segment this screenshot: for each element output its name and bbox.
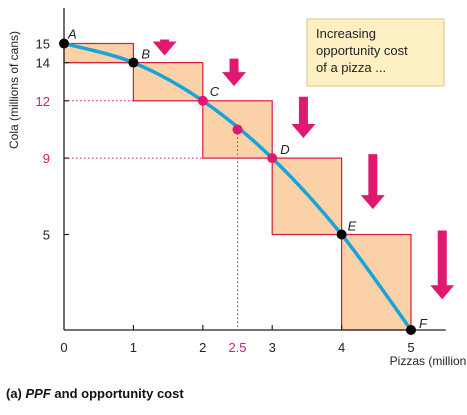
caption-italic: PPF (26, 386, 51, 401)
point-C (198, 96, 208, 106)
point-label-E: E (348, 219, 357, 234)
down-arrow-A-B (153, 40, 177, 56)
point-B (128, 58, 138, 68)
down-arrow-E-F (430, 231, 454, 300)
y-tick-14: 14 (36, 56, 50, 71)
arrow-shape (430, 231, 454, 300)
x-tick-2: 2 (199, 340, 206, 355)
point-F (406, 325, 416, 335)
annotation-line-3: of a pizza ... (316, 60, 386, 75)
point-midpoint (233, 124, 243, 134)
annotation-box: Increasing opportunity cost of a pizza .… (307, 19, 444, 86)
x-axis-label: Pizzas (millions) (390, 354, 467, 368)
point-D (267, 153, 277, 163)
arrow-shape (222, 59, 246, 87)
y-tick-15: 15 (36, 37, 50, 52)
x-tick-5: 5 (407, 340, 414, 355)
x-tick-0: 0 (60, 340, 67, 355)
annotation-line-2: opportunity cost (316, 43, 408, 58)
point-label-F: F (419, 316, 428, 331)
y-tick-9: 9 (43, 151, 50, 166)
x-tick-labels: 0 1 2 2.5 3 4 5 (60, 340, 414, 355)
caption-prefix: (a) (6, 386, 26, 401)
point-label-A: A (67, 27, 77, 42)
arrow-shape (361, 154, 385, 209)
point-label-C: C (210, 84, 220, 99)
caption-suffix: and opportunity cost (51, 386, 184, 401)
y-tick-5: 5 (43, 228, 50, 243)
x-tick-2.5: 2.5 (228, 340, 246, 355)
y-tick-labels: 15 14 12 9 5 (36, 37, 50, 243)
x-tick-4: 4 (338, 340, 345, 355)
point-label-D: D (280, 142, 289, 157)
point-E (337, 230, 347, 240)
y-tick-12: 12 (36, 94, 50, 109)
annotation-line-1: Increasing (316, 26, 376, 41)
figure-caption: (a) PPF and opportunity cost (6, 386, 184, 401)
point-label-B: B (141, 47, 150, 62)
arrow-shape (291, 97, 315, 138)
down-arrow-C-D (291, 97, 315, 138)
y-axis-label: Cola (millions of cans) (7, 31, 21, 149)
x-tick-1: 1 (130, 340, 137, 355)
x-tick-3: 3 (269, 340, 276, 355)
arrow-shape (153, 40, 177, 56)
down-arrow-B-C (222, 59, 246, 87)
down-arrow-D-E (361, 154, 385, 209)
